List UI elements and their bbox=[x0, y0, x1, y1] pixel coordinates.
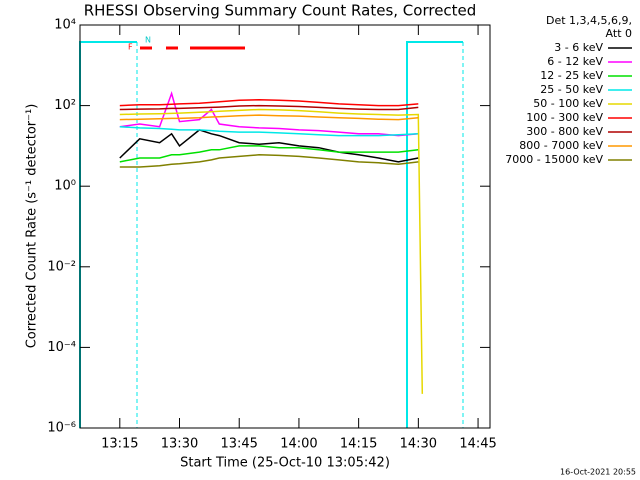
y-tick-label: 10⁻⁴ bbox=[47, 340, 76, 355]
series-line bbox=[119, 129, 419, 163]
x-axis-label: Start Time (25-Oct-10 13:05:42) bbox=[180, 456, 390, 471]
series-line bbox=[119, 104, 419, 111]
x-tick-label: 14:45 bbox=[459, 437, 496, 452]
y-tick-label: 10⁻⁶ bbox=[47, 421, 76, 436]
flag-label: N bbox=[145, 36, 151, 45]
x-tick-label: 13:30 bbox=[161, 437, 198, 452]
y-tick-label: 10⁴ bbox=[54, 18, 76, 33]
flag-label: F bbox=[128, 43, 133, 52]
series-line bbox=[119, 98, 419, 107]
x-tick-label: 14:00 bbox=[280, 437, 317, 452]
series-line bbox=[119, 154, 419, 168]
x-tick-label: 14:15 bbox=[340, 437, 377, 452]
legend-label: 800 - 7000 keV bbox=[519, 139, 603, 152]
series-line bbox=[119, 125, 419, 137]
legend-label: 7000 - 15000 keV bbox=[505, 153, 603, 166]
footer: 16-Oct-2021 20:55 bbox=[560, 468, 636, 477]
y-tick-label: 10⁰ bbox=[54, 179, 76, 194]
legend-label: 3 - 6 keV bbox=[554, 41, 603, 54]
series-line bbox=[119, 145, 419, 163]
x-tick-label: 13:45 bbox=[220, 437, 257, 452]
y-tick-label: 10⁻² bbox=[47, 259, 76, 274]
legend-label: 100 - 300 keV bbox=[526, 111, 603, 124]
plot-frame bbox=[79, 24, 491, 429]
legend-label: 6 - 12 keV bbox=[547, 55, 603, 68]
legend-title: Det 1,3,4,5,6,9, bbox=[546, 14, 632, 27]
legend-title: Att 0 bbox=[606, 27, 632, 40]
y-tick-label: 10² bbox=[54, 98, 76, 113]
legend-label: 12 - 25 keV bbox=[540, 69, 603, 82]
series-line bbox=[119, 114, 419, 121]
chart-title: RHESSI Observing Summary Count Rates, Co… bbox=[84, 2, 477, 20]
y-axis-label: Corrected Count Rate (s⁻¹ detector⁻¹) bbox=[25, 104, 40, 349]
legend-label: 25 - 50 keV bbox=[540, 83, 603, 96]
x-tick-label: 14:30 bbox=[400, 437, 437, 452]
series-line bbox=[119, 108, 424, 394]
x-tick-label: 13:15 bbox=[101, 437, 138, 452]
legend-label: 50 - 100 keV bbox=[533, 97, 603, 110]
legend-label: 300 - 800 keV bbox=[526, 125, 603, 138]
series-line bbox=[119, 91, 419, 137]
